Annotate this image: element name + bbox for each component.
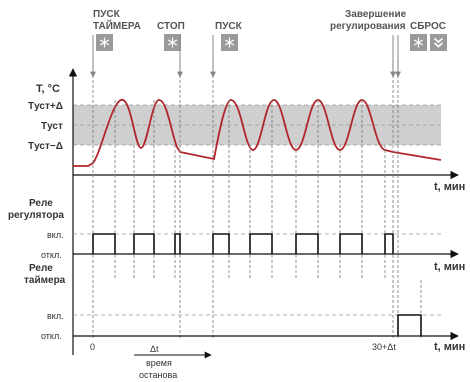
pause-caption-2: останова xyxy=(139,370,177,380)
temperature-axis-label: T, °C xyxy=(36,83,60,95)
regulator-relay-title-2: регулятора xyxy=(8,210,64,221)
start-snowflake-icon xyxy=(220,33,239,52)
stop-snowflake-icon xyxy=(163,33,182,52)
event-start-timer-line-1: ПУСК xyxy=(93,9,121,20)
event-finish-line-2: регулирования xyxy=(330,21,406,32)
level-upper-label: Tуст+Δ xyxy=(28,101,63,112)
regulator-off-label: откл. xyxy=(41,250,62,260)
event-start: ПУСК xyxy=(210,21,243,78)
switching-guides xyxy=(92,60,422,340)
temperature-curve xyxy=(73,99,442,167)
timer-relay-title-1: Реле xyxy=(29,263,53,274)
pause-caption-1: время xyxy=(146,358,172,368)
event-finish-line-1: Завершение xyxy=(345,9,407,20)
timer-relay-pulse xyxy=(397,314,422,336)
pause-delta: Δt xyxy=(150,344,159,354)
temperature-time-label: t, мин xyxy=(434,181,465,193)
event-start-label: ПУСК xyxy=(215,21,243,32)
level-setpoint-label: Tуст xyxy=(41,121,63,132)
timer-off-label: откл. xyxy=(41,331,62,341)
timeline-end: 30+Δt xyxy=(372,342,396,352)
level-lower-label: Tуст−Δ xyxy=(28,141,63,152)
regulator-relay-title-1: Реле xyxy=(29,198,53,209)
event-reset-label: СБРОС xyxy=(410,21,446,32)
timer-time-label: t, мин xyxy=(434,341,465,353)
reset-snowflake-icon xyxy=(409,33,428,52)
event-stop-label: СТОП xyxy=(157,21,185,32)
event-start-timer: ПУСК ТАЙМЕРА xyxy=(90,9,141,78)
regulator-relay-pulses xyxy=(92,233,394,254)
event-finish: Завершение регулирования xyxy=(330,9,407,78)
regulator-on-label: вкл. xyxy=(47,230,64,240)
start-timer-snowflake-icon xyxy=(95,33,114,52)
timer-relay-title-2: таймера xyxy=(24,275,66,286)
reset-chevron-down-icon xyxy=(429,33,448,52)
regulator-time-label: t, мин xyxy=(434,261,465,273)
timer-on-label: вкл. xyxy=(47,311,64,321)
event-stop: СТОП xyxy=(157,21,185,78)
timeline-zero: 0 xyxy=(90,342,95,352)
event-start-timer-line-2: ТАЙМЕРА xyxy=(93,19,141,32)
